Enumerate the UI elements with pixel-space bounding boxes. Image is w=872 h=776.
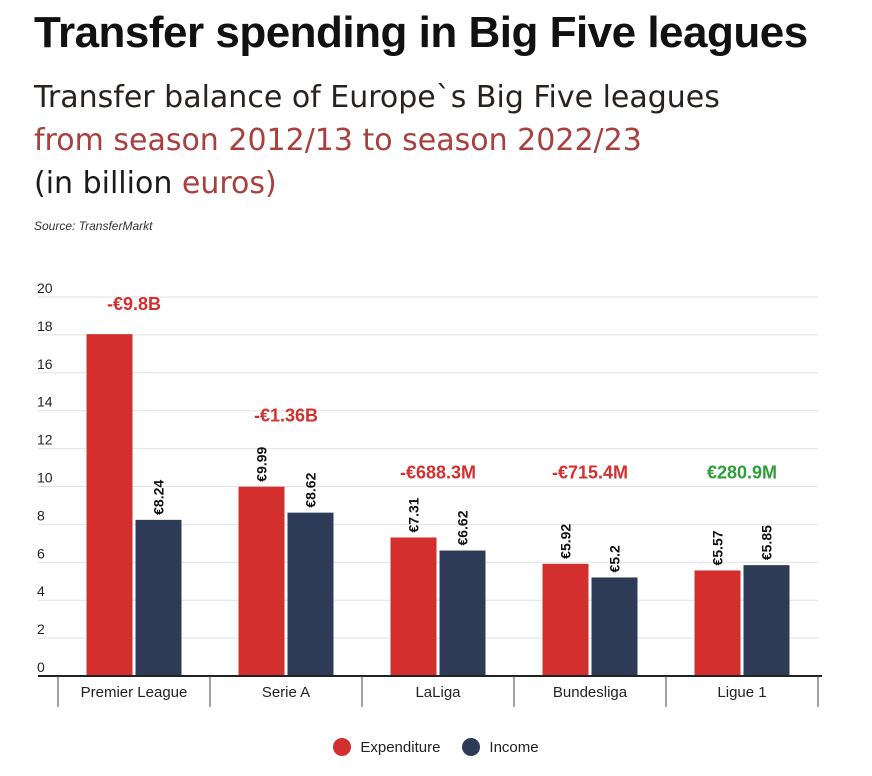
balance-label: -€715.4M [552, 463, 628, 483]
bar-income [135, 519, 182, 676]
y-tick-label: 16 [37, 356, 53, 372]
bar-income [287, 512, 334, 676]
balance-label: -€688.3M [400, 463, 476, 483]
x-tick-label: Ligue 1 [717, 684, 766, 701]
chart-legend: Expenditure Income [0, 738, 872, 756]
y-tick-label: 8 [37, 507, 45, 523]
chart-subtitle: Transfer balance of Europe`s Big Five le… [34, 76, 720, 205]
y-tick-label: 10 [37, 470, 53, 486]
bar-income [743, 565, 790, 676]
x-tick-label: LaLiga [415, 684, 461, 701]
y-tick-label: 6 [37, 545, 45, 561]
legend-swatch-income [462, 738, 481, 756]
y-tick-label: 4 [37, 583, 45, 599]
x-tick-label: Premier League [81, 684, 188, 701]
y-tick-label: 12 [37, 432, 53, 448]
y-tick-label: 14 [37, 394, 53, 410]
legend-item-income: Income [462, 738, 539, 756]
subtitle-line-2: from season 2012/13 to season 2022/23 [34, 123, 642, 158]
y-tick-label: 0 [37, 659, 45, 675]
data-label-expenditure: €7.31 [406, 497, 422, 532]
subtitle-line-3-unit: euros) [181, 166, 277, 201]
data-label-expenditure: €5.57 [710, 530, 726, 565]
subtitle-line-3: (in billion euros) [34, 162, 720, 205]
bar-expenditure [694, 570, 741, 676]
balance-label: -€1.36B [254, 406, 318, 426]
bar-income [439, 550, 486, 676]
legend-label-expenditure: Expenditure [360, 738, 441, 756]
y-tick-label: 18 [37, 318, 53, 334]
bar-expenditure [390, 537, 437, 676]
y-tick-label: 20 [37, 280, 53, 296]
y-tick-label: 2 [37, 621, 45, 637]
bar-expenditure [542, 563, 589, 676]
legend-swatch-expenditure [333, 738, 352, 756]
chart-title: Transfer spending in Big Five leagues [34, 8, 808, 57]
subtitle-line-3-open: (in billion [34, 166, 182, 201]
balance-label: €280.9M [707, 463, 777, 483]
legend-label-income: Income [489, 738, 539, 756]
x-tick-label: Serie A [262, 684, 310, 701]
data-label-income: €8.62 [303, 472, 319, 507]
data-label-income: €5.85 [759, 525, 775, 560]
data-label-expenditure: €5.92 [558, 524, 574, 559]
x-tick-label: Bundesliga [553, 684, 628, 701]
data-label-expenditure: €9.99 [254, 446, 270, 481]
bar-income [591, 577, 638, 676]
data-label-income: €6.62 [455, 510, 471, 545]
source-note: Source: TransferMarkt [34, 219, 153, 233]
subtitle-line-1: Transfer balance of Europe`s Big Five le… [34, 80, 720, 115]
data-label-income: €8.24 [151, 480, 167, 515]
bar-expenditure [238, 486, 285, 676]
data-label-income: €5.2 [607, 545, 623, 572]
legend-item-expenditure: Expenditure [333, 738, 440, 756]
bar-expenditure [86, 334, 133, 676]
balance-label: -€9.8B [107, 294, 161, 314]
